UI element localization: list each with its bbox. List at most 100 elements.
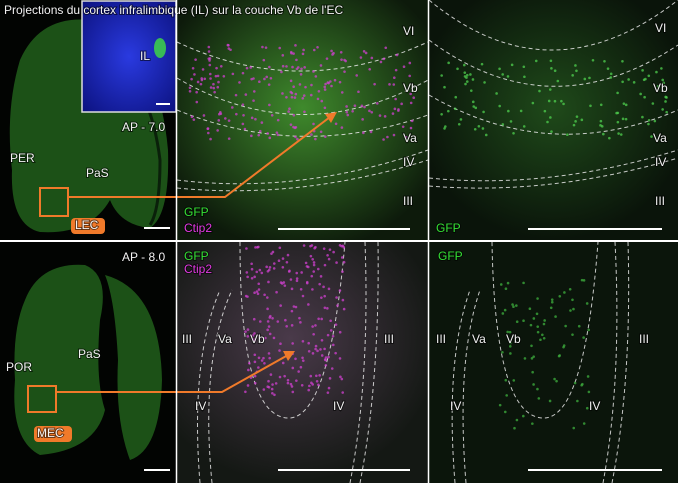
cell: [523, 75, 526, 79]
layer-boundary: [176, 109, 429, 137]
cell: [541, 333, 544, 337]
cell: [509, 120, 513, 123]
cell: [253, 90, 256, 93]
cell: [311, 383, 314, 386]
cell: [341, 298, 345, 302]
gfp-panel: [429, 0, 678, 240]
cell: [571, 298, 574, 302]
cell: [291, 366, 295, 370]
cell: [323, 88, 327, 91]
cell: [246, 275, 249, 279]
cell: [304, 261, 308, 265]
cell: [345, 110, 349, 114]
cell: [508, 330, 512, 334]
cell: [328, 377, 332, 380]
cell: [325, 57, 329, 60]
cell: [314, 344, 318, 348]
cell: [355, 74, 359, 77]
layer-boundary: [451, 289, 471, 483]
cell: [250, 276, 254, 280]
cell: [307, 303, 310, 306]
cell: [369, 130, 373, 134]
cell: [260, 271, 264, 275]
layer-label: Va: [218, 332, 232, 346]
cell: [294, 125, 298, 129]
cell: [509, 341, 512, 345]
cell: [289, 79, 293, 83]
cell: [548, 399, 552, 403]
cell: [323, 306, 327, 310]
cell: [270, 113, 274, 117]
cell: [480, 62, 484, 66]
cell: [311, 352, 315, 355]
cell: [262, 356, 265, 360]
cell: [227, 47, 231, 50]
cell: [258, 268, 262, 272]
cell: [335, 261, 338, 264]
cell: [290, 324, 294, 327]
cell: [246, 384, 250, 387]
brain-section: [14, 264, 105, 455]
cell: [326, 81, 330, 84]
cell: [310, 274, 314, 278]
merge-panel: [177, 242, 428, 483]
cell: [342, 260, 346, 264]
brain-section: [105, 275, 162, 460]
cell: [310, 133, 313, 136]
cell: [340, 126, 344, 129]
arrow: [68, 116, 331, 198]
cell: [528, 307, 532, 310]
cell: [246, 335, 250, 338]
cell: [292, 52, 295, 55]
cell: [253, 374, 257, 378]
cell: [326, 333, 330, 337]
cell: [504, 378, 508, 382]
cell: [244, 330, 247, 333]
layer-label: Vb: [250, 332, 265, 346]
cell: [263, 362, 266, 365]
layer-boundary: [176, 41, 429, 72]
cell: [555, 379, 558, 383]
cell: [323, 106, 327, 110]
cell: [401, 125, 405, 129]
cell: [262, 388, 266, 391]
cell: [531, 422, 534, 425]
cell: [344, 59, 347, 63]
cell: [587, 390, 591, 394]
cell: [320, 338, 324, 342]
cell: [253, 332, 256, 335]
cell: [312, 48, 316, 52]
cell: [257, 356, 261, 360]
cell: [248, 361, 251, 365]
cell: [305, 265, 309, 268]
cell: [336, 304, 339, 307]
cell: [212, 86, 216, 90]
cell: [549, 116, 552, 119]
cell: [192, 118, 196, 121]
cell: [506, 75, 510, 78]
layer-label: Vb: [653, 81, 668, 95]
cell: [583, 77, 587, 81]
cell: [311, 288, 314, 291]
arrow: [56, 354, 289, 393]
cell: [253, 353, 257, 357]
cell: [341, 391, 345, 394]
cell: [465, 80, 469, 83]
cell: [273, 393, 276, 397]
cell: [328, 248, 332, 251]
cell: [278, 246, 282, 250]
cell: [571, 333, 574, 336]
cell: [506, 330, 510, 334]
cell: [267, 352, 271, 355]
cell: [309, 374, 313, 378]
cell: [253, 381, 257, 385]
cell: [319, 130, 323, 134]
cell: [292, 305, 296, 308]
cell: [302, 94, 306, 97]
cell: [558, 295, 562, 298]
cell: [408, 74, 411, 78]
channel-label: GFP: [184, 205, 209, 219]
cell: [245, 247, 248, 250]
cell: [343, 70, 346, 73]
cell: [576, 399, 579, 403]
